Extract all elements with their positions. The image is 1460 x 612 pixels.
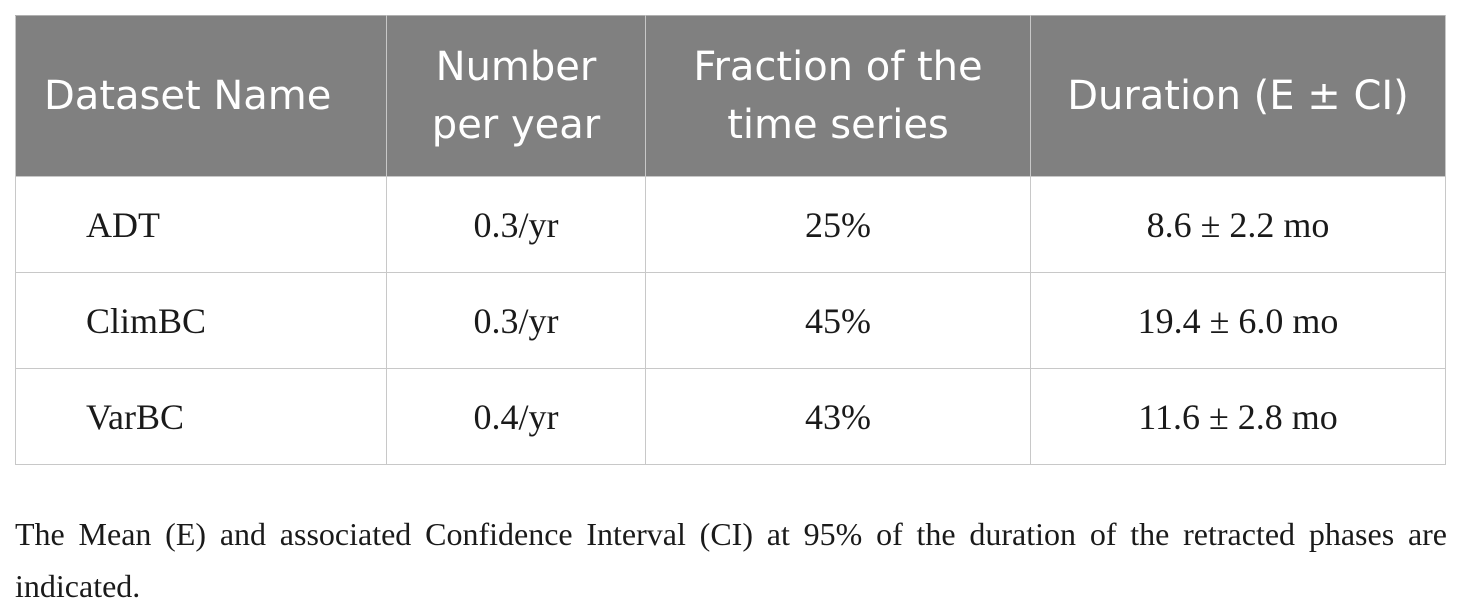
table-caption: The Mean (E) and associated Confidence I… [15, 516, 1447, 604]
cell-number-per-year: 0.4/yr [386, 368, 646, 465]
cell-fraction: 25% [645, 176, 1031, 273]
table-header: Dataset Name Number per year Fraction of… [15, 15, 1446, 177]
cell-number-per-year: 0.3/yr [386, 176, 646, 273]
data-table-container: Dataset Name Number per year Fraction of… [15, 15, 1446, 465]
cell-dataset-name: VarBC [15, 368, 387, 465]
cell-fraction: 45% [645, 272, 1031, 369]
cell-duration: 11.6 ± 2.8 mo [1030, 368, 1446, 465]
header-duration: Duration (E ± CI) [1030, 15, 1446, 177]
header-row: Dataset Name Number per year Fraction of… [15, 15, 1446, 177]
table-row: ADT 0.3/yr 25% 8.6 ± 2.2 mo [15, 176, 1446, 273]
data-table: Dataset Name Number per year Fraction of… [15, 15, 1446, 465]
table-row: ClimBC 0.3/yr 45% 19.4 ± 6.0 mo [15, 272, 1446, 369]
cell-dataset-name: ADT [15, 176, 387, 273]
cell-duration: 19.4 ± 6.0 mo [1030, 272, 1446, 369]
cell-dataset-name: ClimBC [15, 272, 387, 369]
cell-number-per-year: 0.3/yr [386, 272, 646, 369]
cell-fraction: 43% [645, 368, 1031, 465]
header-fraction-of-time-series: Fraction of the time series [645, 15, 1031, 177]
table-row: VarBC 0.4/yr 43% 11.6 ± 2.8 mo [15, 368, 1446, 465]
table-body: ADT 0.3/yr 25% 8.6 ± 2.2 mo ClimBC 0.3/y… [15, 176, 1446, 465]
cell-duration: 8.6 ± 2.2 mo [1030, 176, 1446, 273]
header-dataset-name: Dataset Name [15, 15, 387, 177]
header-number-per-year: Number per year [386, 15, 646, 177]
